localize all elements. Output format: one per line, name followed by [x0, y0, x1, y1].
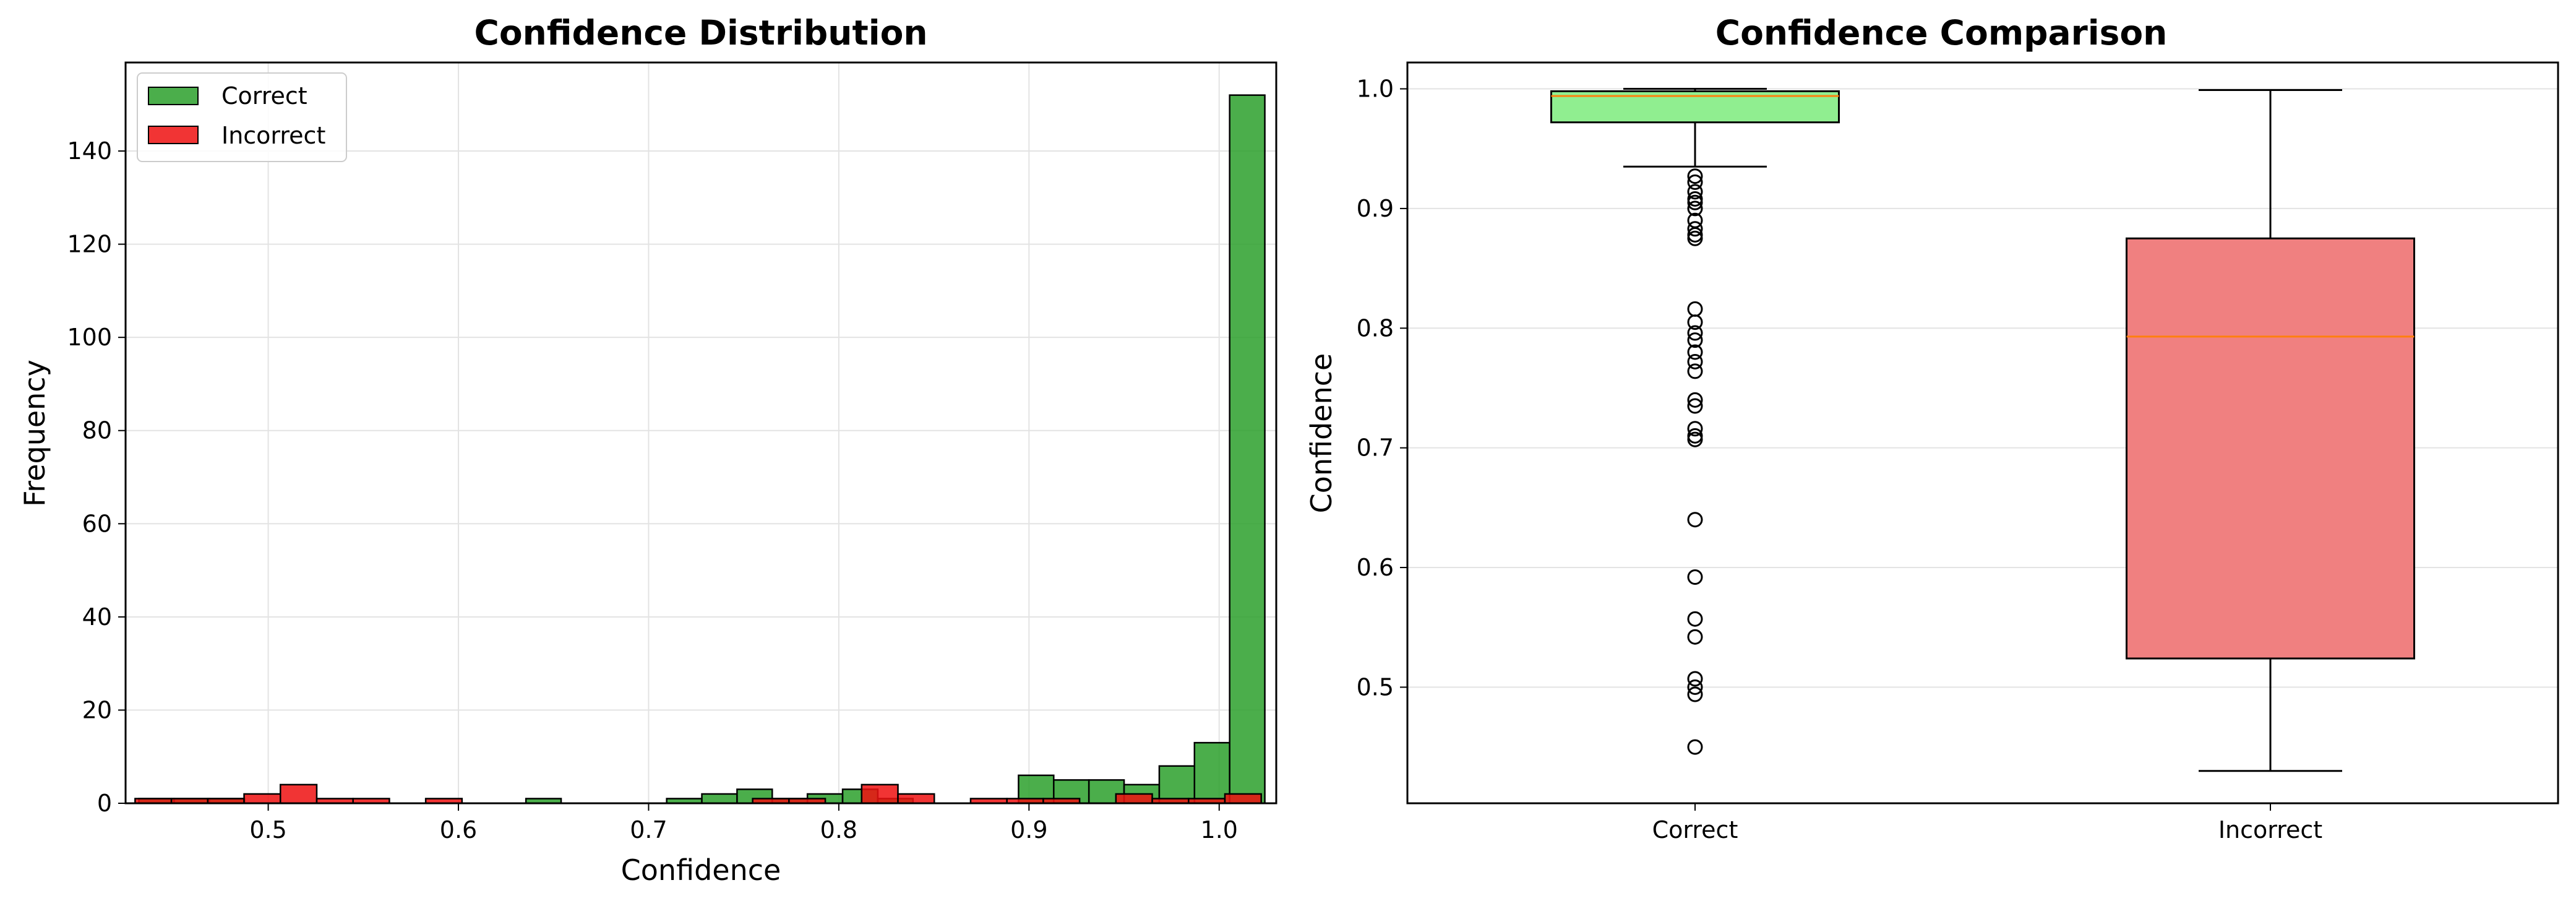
histogram-chart: Confidence Distribution 0.5 0.6 0.7 0.8 0.9 1…	[18, 13, 1277, 887]
y-tick-label: 20	[82, 696, 112, 723]
outlier-point-correct	[1687, 611, 1703, 627]
y-tick-label: 0.7	[1357, 434, 1394, 462]
outlier-point-correct	[1687, 421, 1703, 437]
y-tick-label: 140	[67, 137, 112, 165]
y-tick-label: 40	[82, 603, 112, 631]
outlier-point-correct	[1687, 221, 1703, 237]
outlier-point-correct	[1687, 168, 1703, 184]
histogram-y-axis-label: Frequency	[18, 360, 51, 507]
y-tick-label: 0.9	[1357, 195, 1394, 222]
y-tick-label: 0.5	[1357, 673, 1394, 701]
boxplot-chart: Confidence Comparison Correct Incorrect 0…	[1305, 13, 2559, 843]
x-tick-label: 0.6	[440, 816, 477, 843]
outlier-point-correct	[1687, 569, 1703, 585]
outlier-point-correct	[1687, 671, 1703, 687]
outlier-point-correct	[1687, 629, 1703, 645]
x-tick-label: Correct	[1652, 816, 1738, 843]
outlier-point-correct	[1687, 184, 1703, 200]
outlier-point-correct	[1687, 398, 1703, 414]
y-tick-label: 1.0	[1357, 76, 1394, 103]
histogram-bars	[134, 94, 1266, 805]
outlier-point-correct	[1687, 332, 1703, 348]
histogram-grid	[126, 63, 1276, 804]
histogram-axes-frame	[124, 61, 1277, 805]
bar-correct	[1158, 765, 1196, 805]
bar-incorrect	[1115, 793, 1153, 805]
bar-incorrect	[897, 793, 935, 805]
outlier-point-correct	[1687, 174, 1703, 190]
x-tick-label: 0.9	[1010, 816, 1047, 843]
boxplot-title: Confidence Comparison	[1715, 13, 2168, 53]
outlier-point-correct	[1687, 431, 1703, 447]
bar-incorrect	[1224, 793, 1262, 805]
outlier-point-correct	[1687, 512, 1703, 528]
histogram-x-axis-label: Confidence	[621, 853, 781, 887]
boxplot-y-ticks: 0.5 0.6 0.7 0.8 0.9 1.0	[1357, 76, 1407, 701]
legend-swatch-correct	[148, 87, 199, 105]
histogram-plot-area	[126, 63, 1276, 803]
y-tick-label: 100	[67, 324, 112, 351]
box-incorrect	[2126, 237, 2415, 660]
legend-swatch-incorrect	[148, 126, 199, 144]
bar-incorrect	[280, 783, 318, 805]
x-tick-label: 1.0	[1201, 816, 1238, 843]
outlier-point-correct	[1687, 353, 1703, 369]
bar-correct	[701, 793, 738, 805]
boxplot-axes-frame	[1406, 61, 2559, 805]
outlier-point-correct	[1687, 230, 1703, 246]
outlier-point-correct	[1687, 201, 1703, 217]
x-tick-label: 0.7	[630, 816, 667, 843]
histogram-title: Confidence Distribution	[474, 13, 927, 53]
boxplot-boxes	[1550, 88, 2415, 772]
outlier-point-correct	[1687, 194, 1703, 210]
histogram-x-ticks: 0.5 0.6 0.7 0.8 0.9 1.0	[249, 803, 1238, 843]
outlier-point-correct	[1687, 344, 1703, 360]
y-tick-label: 80	[82, 417, 112, 444]
histogram-legend: Correct Incorrect	[137, 72, 347, 162]
histogram-y-ticks: 0 20 40 60 80 100 120 140	[67, 137, 126, 817]
outlier-point-correct	[1687, 314, 1703, 330]
y-tick-label: 0.6	[1357, 554, 1394, 581]
bar-incorrect	[861, 783, 899, 805]
outlier-point-correct	[1687, 325, 1703, 341]
x-tick-label: Incorrect	[2218, 816, 2322, 843]
boxplot-x-ticks: Correct Incorrect	[1652, 803, 2322, 843]
outlier-point-correct	[1687, 363, 1703, 379]
bar-correct	[1229, 94, 1266, 805]
x-tick-label: 0.5	[249, 816, 286, 843]
y-tick-label: 0.8	[1357, 314, 1394, 342]
outlier-point-correct	[1687, 739, 1703, 755]
legend-label-correct: Correct	[221, 82, 307, 110]
outlier-point-correct	[1687, 679, 1703, 695]
outlier-point-correct	[1687, 686, 1703, 702]
boxplot-y-axis-label: Confidence	[1305, 353, 1338, 514]
outlier-point-correct	[1687, 392, 1703, 408]
legend-label-incorrect: Incorrect	[221, 122, 325, 149]
y-tick-label: 120	[67, 231, 112, 258]
y-tick-label: 0	[97, 790, 112, 817]
y-tick-label: 60	[82, 510, 112, 537]
x-tick-label: 0.8	[820, 816, 857, 843]
bar-correct	[1193, 741, 1230, 805]
bar-incorrect	[243, 793, 281, 805]
